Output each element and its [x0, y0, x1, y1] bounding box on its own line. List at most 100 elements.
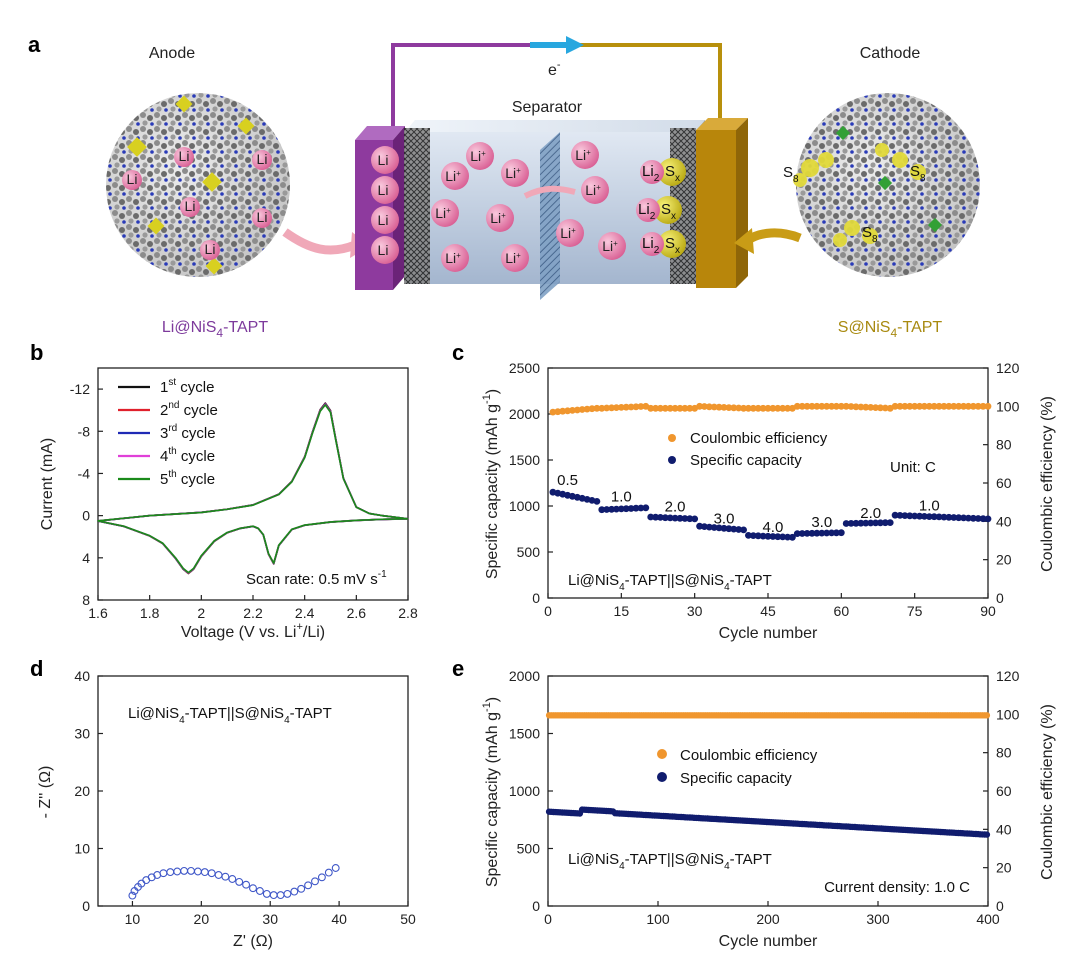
- anode-arrow: [282, 228, 357, 255]
- panel-c-point-capacity: [823, 529, 831, 537]
- panel-d-point: [249, 884, 257, 893]
- panel-c-legend: Coulombic efficiency Specific capacity: [668, 430, 828, 469]
- panel-c-point-ce: [881, 404, 889, 412]
- panel-b-curves: [97, 402, 409, 575]
- panel-d-point: [304, 881, 313, 890]
- panel-d-ytick-label: 40: [74, 668, 90, 684]
- panel-c-point-ce: [862, 403, 870, 411]
- panel-c-point-capacity: [749, 532, 757, 539]
- separator: [540, 132, 560, 300]
- panel-e-xtick-label: 100: [646, 911, 670, 927]
- panel-e-legend-marker: [657, 749, 667, 759]
- panel-c-point-ce: [657, 404, 664, 412]
- panel-d-xtick-label: 40: [331, 911, 347, 927]
- electrolyte-li-ion-label: Li+: [445, 168, 461, 184]
- panel-c-xtick-label: 0: [544, 603, 552, 619]
- panel-c-point-ce: [740, 404, 747, 412]
- panel-e-y2tick-label: 40: [996, 821, 1012, 837]
- panel-e-y2tick-label: 80: [996, 745, 1012, 761]
- panel-e-y2tick-label: 0: [996, 898, 1004, 914]
- panel-e-y2tick-label: 100: [996, 706, 1020, 722]
- panel-c-point-ce: [647, 404, 655, 412]
- panel-c-point-ce: [813, 402, 821, 410]
- panel-c-point-ce: [583, 405, 591, 413]
- panel-e-ytick-label: 500: [517, 841, 541, 857]
- panel-c-point-capacity: [940, 513, 948, 521]
- panel-c-point-capacity: [764, 532, 772, 540]
- panel-e-xtick-label: 300: [866, 911, 890, 927]
- panel-c-point-capacity: [666, 514, 674, 522]
- cathode-framework-sphere: S8 S8 S8: [783, 93, 980, 277]
- panel-d-xtick-label: 20: [194, 911, 210, 927]
- panel-e-plot-frame: [547, 675, 989, 907]
- panel-b-series-2: [97, 402, 409, 575]
- polysulfide-sx: [658, 230, 686, 258]
- electrolyte-li-ion-label: Li+: [585, 182, 601, 198]
- electrolyte-li-ion-label: Li+: [602, 238, 618, 254]
- panel-b-xtick-label: 1.6: [88, 605, 108, 621]
- panel-c-point-ce: [593, 404, 601, 412]
- panel-b-plot-frame: [97, 367, 409, 601]
- panel-d-point: [221, 872, 230, 881]
- polysulfide-li2: [640, 160, 664, 184]
- polysulfide-sx-label: Sx: [665, 163, 680, 184]
- panel-d-point: [317, 873, 326, 882]
- panel-c-point-capacity: [886, 519, 894, 526]
- electrolyte-li-ion-label: Li+: [435, 205, 451, 221]
- panel-d-point: [331, 864, 340, 872]
- panel-c-point-ce: [730, 404, 738, 412]
- panel-c-point-capacity: [828, 529, 835, 537]
- panel-d-point: [311, 877, 319, 886]
- panel-a-schematic: a Anode Cathode Li Li Li Li Li Li Li@NiS4-TAP…: [28, 32, 980, 340]
- panel-c-xtick-label: 30: [687, 603, 703, 619]
- panel-c-point-capacity: [745, 532, 752, 539]
- panel-c-point-capacity: [710, 524, 718, 531]
- panel-c-point-ce: [603, 404, 611, 412]
- cathode-material-label: S@NiS4-TAPT: [838, 319, 943, 340]
- panel-c-point-capacity: [945, 513, 953, 521]
- panel-d-ytick-label: 0: [82, 898, 90, 914]
- panel-d-cell-label: Li@NiS4-TAPT||S@NiS4-TAPT: [128, 705, 332, 726]
- panel-e-cell-label: Li@NiS4-TAPT||S@NiS4-TAPT: [568, 851, 772, 872]
- anode-material-label: Li@NiS4-TAPT: [162, 319, 268, 340]
- panel-c-point-ce: [769, 404, 777, 412]
- panel-c-point-capacity: [857, 519, 865, 527]
- panel-b-series-1: [97, 402, 409, 575]
- panel-c-y2tick-label: 40: [996, 513, 1012, 529]
- panel-d-ytick-label: 30: [74, 726, 90, 742]
- panel-c-ytick-label: 500: [517, 544, 541, 560]
- panel-c-point-capacity: [833, 529, 840, 537]
- panel-c-point-capacity: [960, 514, 967, 522]
- panel-d-point: [214, 871, 223, 879]
- panel-c-xtick-label: 90: [980, 603, 996, 619]
- panel-c-point-ce: [896, 402, 904, 410]
- cathode-collector: [696, 130, 736, 288]
- panel-c-point-capacity: [921, 513, 928, 520]
- panel-c-ytick-label: 2000: [509, 406, 540, 422]
- panel-e-label: e: [452, 656, 464, 681]
- panel-c-point-capacity: [622, 505, 630, 513]
- panel-d-point: [180, 866, 189, 875]
- panel-c-point-ce: [588, 405, 596, 413]
- panel-b-legend-label: 5th cycle: [160, 469, 215, 488]
- panel-c-point-capacity: [740, 526, 747, 534]
- electrolyte-li-ion: [501, 159, 529, 187]
- panel-c-rate-chart: c 0 15 30 45 60 75 900500100015002000250002040…: [452, 340, 1056, 642]
- panel-d-point: [324, 868, 333, 877]
- panel-c-point-capacity: [686, 515, 694, 523]
- panel-c-point-capacity: [969, 514, 977, 522]
- panel-c-point-capacity: [793, 530, 801, 537]
- anode-li-ion-label: Li: [185, 198, 196, 214]
- panel-c-point-capacity: [632, 504, 640, 512]
- panel-e-ytick-label: 1500: [509, 726, 540, 742]
- panel-c-point-capacity: [950, 514, 958, 521]
- anode-li-ion-label: Li: [257, 209, 268, 225]
- panel-c-point-ce: [950, 402, 958, 410]
- panel-e-point-ce: [983, 712, 991, 719]
- panel-c-point-capacity: [974, 515, 982, 522]
- panel-d-xtick-label: 30: [262, 911, 278, 927]
- panel-c-point-ce: [578, 406, 586, 413]
- polysulfide-sx: [658, 158, 686, 186]
- panel-c-point-ce: [569, 407, 576, 414]
- panel-c-point-capacity: [881, 519, 889, 527]
